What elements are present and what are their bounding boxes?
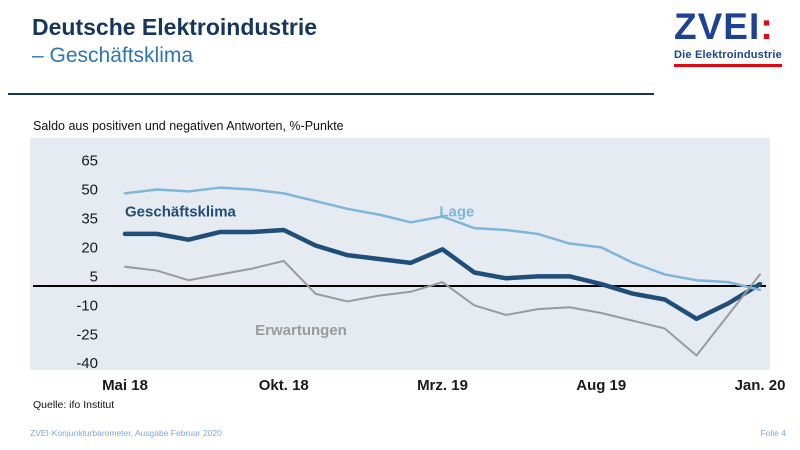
svg-text:-10: -10 (76, 297, 98, 314)
svg-text:Mrz. 19: Mrz. 19 (417, 377, 468, 394)
svg-text:5: 5 (90, 268, 98, 285)
svg-text:Aug 19: Aug 19 (576, 377, 626, 394)
svg-text:Jan. 20: Jan. 20 (735, 377, 786, 394)
page-subtitle: – Geschäftsklima (32, 44, 194, 67)
svg-text:Geschäftsklima: Geschäftsklima (125, 204, 237, 221)
climate-chart: 65 50 35 20 5 -10 -25 -40 Geschäftsklima Lage Erwa… (30, 138, 785, 396)
svg-text:-25: -25 (76, 326, 98, 343)
page-title: Deutsche Elektroindustrie (32, 14, 318, 40)
svg-text:65: 65 (81, 153, 98, 170)
zvei-tagline: Die Elektroindustrie (674, 49, 782, 61)
zvei-wordmark: ZVEI: (674, 8, 786, 45)
svg-text:Okt. 18: Okt. 18 (259, 377, 309, 394)
zvei-logo: ZVEI: Die Elektroindustrie (674, 8, 786, 67)
svg-text:Mai 18: Mai 18 (102, 377, 148, 394)
slide-number: Folie 4 (760, 428, 786, 438)
svg-text:20: 20 (81, 239, 98, 256)
svg-text:Erwartungen: Erwartungen (255, 322, 347, 339)
zvei-red-bar (674, 64, 782, 67)
header-rule (8, 93, 654, 95)
svg-text:Lage: Lage (439, 204, 474, 221)
svg-text:-40: -40 (76, 355, 98, 372)
svg-text:50: 50 (81, 182, 98, 199)
svg-text:35: 35 (81, 210, 98, 227)
zvei-wordmark-text: ZVEI (674, 6, 761, 47)
zvei-colon: : (760, 6, 774, 47)
chart-svg: 65 50 35 20 5 -10 -25 -40 Geschäftsklima Lage Erwa… (30, 138, 785, 394)
footer-document-label: ZVEI-Konjunkturbarometer, Ausgabe Februa… (30, 428, 222, 438)
chart-subtitle: Saldo aus positiven und negativen Antwor… (33, 119, 344, 133)
source-note: Quelle: ifo Institut (33, 399, 115, 411)
